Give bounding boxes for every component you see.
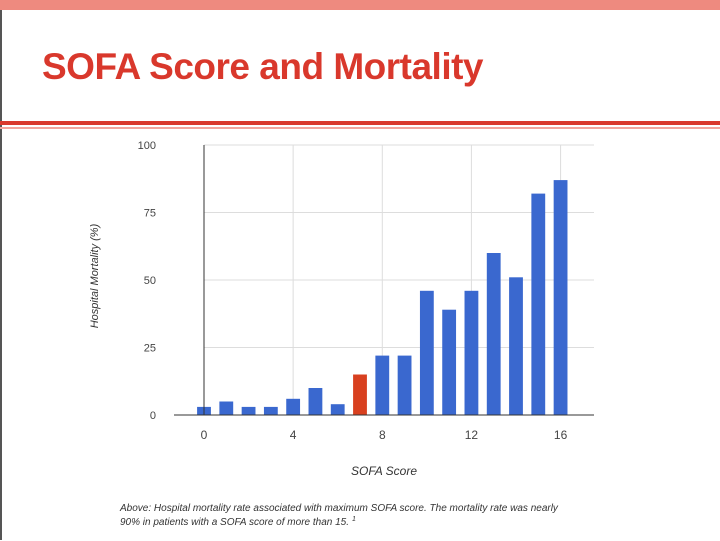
bar-sofa-9 <box>397 355 412 415</box>
mortality-bar-chart: 0 25 50 75 100 0 4 8 12 16 Hospital Mortality (%)… <box>89 140 594 528</box>
bar-sofa-5 <box>308 388 323 415</box>
bar-sofa-2 <box>241 406 256 415</box>
x-tick-label-4: 4 <box>290 428 297 442</box>
x-tick-label-12: 12 <box>465 428 479 442</box>
slide-title: SOFA Score and Mortality <box>42 46 484 87</box>
bar-sofa-11 <box>442 309 457 415</box>
chart-panel: 0 25 50 75 100 0 4 8 12 16 Hospital Mortality (%)… <box>80 131 644 536</box>
chart-caption-line-2: 90% in patients with a SOFA score of mor… <box>120 516 356 528</box>
bar-sofa-4 <box>286 398 301 415</box>
x-tick-label-8: 8 <box>379 428 386 442</box>
caption-text-2: 90% in patients with a SOFA score of mor… <box>120 517 349 528</box>
bar-sofa-1 <box>219 401 234 415</box>
left-border-line <box>0 10 2 540</box>
chart-caption-line-1: Above: Hospital mortality rate associate… <box>119 503 559 514</box>
bar-sofa-16 <box>553 180 568 415</box>
caption-reference: 1 <box>352 516 356 523</box>
bar-sofa-10 <box>419 290 434 415</box>
x-tick-label-0: 0 <box>201 428 208 442</box>
bar-sofa-12 <box>464 290 479 415</box>
bar-sofa-15 <box>531 193 546 415</box>
title-underline-shadow <box>0 127 720 129</box>
title-underline <box>0 121 720 125</box>
axes <box>174 145 594 416</box>
x-tick-label-16: 16 <box>554 428 568 442</box>
bar-sofa-8 <box>375 355 390 415</box>
y-tick-label-50: 50 <box>144 275 156 287</box>
y-tick-label-75: 75 <box>144 208 156 220</box>
x-axis-title: SOFA Score <box>351 464 417 478</box>
bar-sofa-14 <box>509 277 523 415</box>
bar-sofa-6 <box>330 404 345 415</box>
y-tick-label-25: 25 <box>144 343 156 355</box>
bar-sofa-13 <box>486 253 501 415</box>
y-axis-title: Hospital Mortality (%) <box>89 223 101 328</box>
bars <box>197 180 568 415</box>
bar-sofa-7 <box>353 374 367 415</box>
tick-labels: 0 25 50 75 100 0 4 8 12 16 <box>138 140 568 442</box>
top-accent-band <box>0 0 720 10</box>
bar-sofa-3 <box>263 406 278 415</box>
y-tick-label-0: 0 <box>150 410 156 422</box>
gridlines <box>204 144 594 415</box>
y-tick-label-100: 100 <box>138 140 156 152</box>
